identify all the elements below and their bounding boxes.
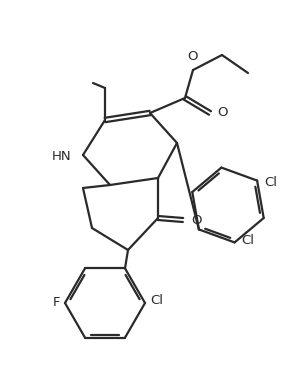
Text: F: F [52, 297, 60, 309]
Text: O: O [217, 106, 228, 120]
Text: O: O [191, 213, 201, 226]
Text: Cl: Cl [264, 176, 277, 189]
Text: Cl: Cl [150, 294, 163, 307]
Text: HN: HN [52, 151, 71, 163]
Text: Cl: Cl [241, 234, 255, 247]
Text: O: O [188, 50, 198, 63]
